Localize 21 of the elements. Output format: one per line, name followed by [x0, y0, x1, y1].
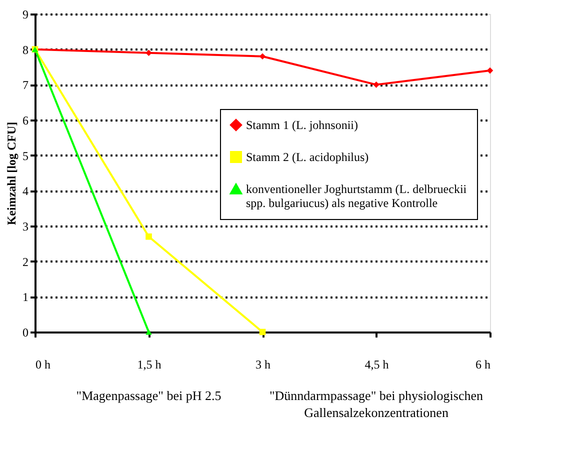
y-tick-label: 0	[22, 326, 28, 340]
x-tick-label: 6 h	[476, 358, 490, 372]
y-axis-title: Keimzahl [log CFU]	[4, 122, 18, 226]
y-tick-label: 3	[22, 220, 28, 234]
x-tick-label: 1,5 h	[137, 358, 162, 372]
x-tick-label: 0 h	[36, 358, 50, 372]
legend-label: Stamm 2 (L. acidophilus)	[246, 150, 369, 164]
y-tick-label: 6	[22, 114, 28, 128]
y-tick-label: 8	[22, 42, 28, 57]
y-tick-label: 9	[22, 8, 28, 22]
y-tick-label: 7	[22, 78, 28, 92]
text: "Magenpassage" bei pH 2.5	[76, 388, 222, 403]
y-tick-label: 4	[22, 184, 28, 198]
legend-label: konventioneller Joghurtstamm (L. delbrueckii spp. bulgariucus) als negative Kontrolle	[246, 182, 468, 210]
y-tick-label: 1	[22, 290, 28, 304]
x-tick-label: 3 h	[256, 358, 270, 372]
x-tick-label: 4,5 h	[364, 358, 389, 372]
text: "Dünndarmpassage" bei physiologischen Gallensalzekonzentrationen	[269, 388, 484, 420]
legend-label: Stamm 1 (L. johnsonii)	[246, 118, 358, 132]
y-tick-label: 2	[22, 254, 28, 269]
y-tick-label: 5	[22, 148, 28, 163]
